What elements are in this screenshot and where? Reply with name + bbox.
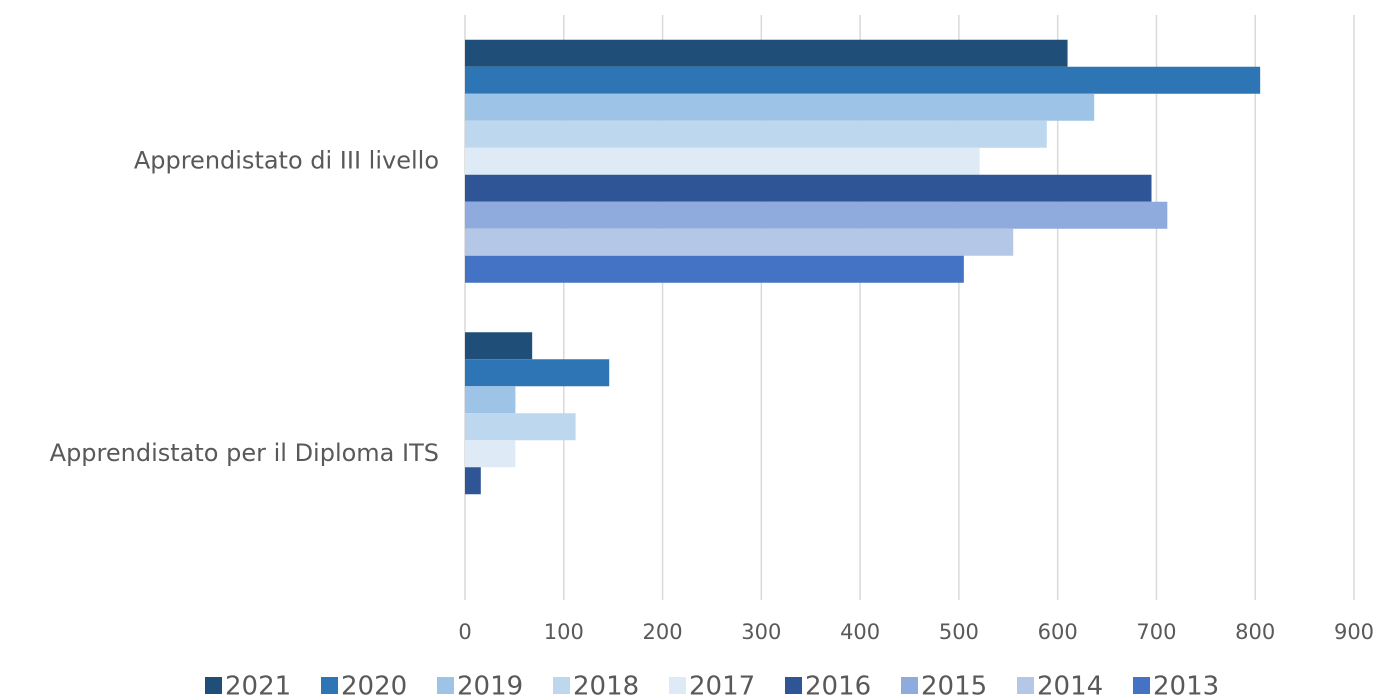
- x-tick-label: 500: [939, 620, 979, 644]
- legend-swatch: [553, 677, 570, 694]
- bar: [465, 413, 576, 441]
- bar: [465, 174, 1152, 202]
- legend-swatch: [321, 677, 338, 694]
- x-tick-label: 200: [643, 620, 683, 644]
- bar: [465, 120, 1047, 148]
- legend-swatch: [437, 677, 454, 694]
- legend-swatch: [1017, 677, 1034, 694]
- bar: [465, 467, 481, 495]
- x-tick-label: 100: [544, 620, 584, 644]
- bar: [465, 147, 980, 175]
- x-tick-label: 0: [458, 620, 471, 644]
- legend-swatch: [785, 677, 802, 694]
- bar: [465, 440, 516, 468]
- bar: [465, 201, 1168, 229]
- legend-label: 2021: [225, 672, 291, 696]
- legend-swatch: [1133, 677, 1150, 694]
- x-tick-label: 600: [1038, 620, 1078, 644]
- category-label: Apprendistato per il Diploma ITS: [50, 439, 439, 467]
- legend-label: 2014: [1037, 672, 1103, 696]
- x-tick-label: 400: [840, 620, 880, 644]
- legend-label: 2013: [1153, 672, 1219, 696]
- bar: [465, 93, 1095, 121]
- x-tick-label: 700: [1136, 620, 1176, 644]
- legend-swatch: [669, 677, 686, 694]
- bar: [465, 255, 964, 283]
- legend-label: 2015: [921, 672, 987, 696]
- legend-label: 2019: [457, 672, 523, 696]
- legend-label: 2018: [573, 672, 639, 696]
- x-tick-label: 900: [1334, 620, 1374, 644]
- x-tick-label: 800: [1235, 620, 1275, 644]
- legend-label: 2016: [805, 672, 871, 696]
- bar: [465, 386, 516, 414]
- category-label: Apprendistato di III livello: [134, 146, 439, 174]
- x-tick-label: 300: [741, 620, 781, 644]
- legend-swatch: [901, 677, 918, 694]
- bar: [465, 332, 533, 360]
- legend-label: 2020: [341, 672, 407, 696]
- bar: [465, 39, 1068, 67]
- legend-label: 2017: [689, 672, 755, 696]
- bar: [465, 66, 1261, 94]
- legend-swatch: [205, 677, 222, 694]
- bar: [465, 359, 610, 387]
- bar: [465, 228, 1014, 256]
